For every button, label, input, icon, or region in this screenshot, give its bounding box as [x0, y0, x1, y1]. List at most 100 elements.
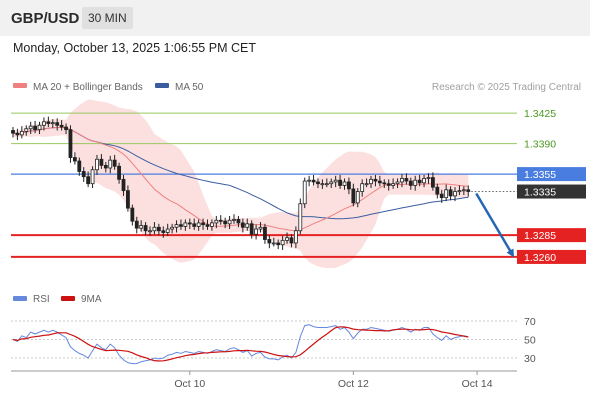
candle-body	[174, 224, 179, 228]
candle-body	[15, 132, 20, 136]
candle-body	[444, 189, 449, 199]
candle-body	[382, 182, 387, 185]
rsi-tick-label: 30	[524, 353, 536, 365]
candle-body	[267, 239, 272, 244]
candle-body	[50, 122, 55, 125]
candle-body	[72, 157, 77, 162]
candle-body	[108, 159, 113, 169]
candle-body	[42, 121, 46, 126]
candle-body	[112, 159, 117, 167]
candle-body	[311, 179, 316, 183]
forecast-arrow	[475, 192, 515, 258]
candle-body	[134, 220, 139, 229]
support-level-label: 1.3260	[524, 252, 556, 264]
candle-body	[466, 189, 471, 192]
candle-body	[86, 176, 91, 185]
time-axis-label: Oct 10	[174, 378, 205, 390]
candle-body	[148, 230, 152, 233]
candle-body	[373, 178, 378, 182]
candle-body	[236, 219, 241, 224]
candle-body	[413, 179, 418, 186]
rsi-legend: RSI 9MA	[13, 294, 102, 305]
candle-body	[64, 126, 68, 131]
candle-body	[355, 191, 360, 204]
candle-body	[430, 177, 435, 188]
candle-body	[307, 179, 312, 182]
candle-body	[351, 188, 356, 204]
candle-body	[130, 207, 135, 222]
candle-body	[408, 180, 413, 186]
candle-body	[435, 186, 440, 195]
time-axis: Oct 10 Oct 12 Oct 14	[11, 370, 517, 390]
candlesticks	[11, 116, 471, 250]
candle-body	[152, 226, 157, 232]
candle-body	[249, 223, 254, 235]
candle-body	[324, 183, 329, 186]
candle-body	[240, 222, 245, 228]
candle-body	[280, 239, 285, 246]
candle-body	[126, 190, 130, 209]
ma50-legend-swatch	[155, 83, 169, 88]
candle-body	[461, 189, 466, 192]
candle-body	[395, 181, 400, 185]
candle-body	[369, 178, 373, 185]
candle-body	[386, 183, 391, 186]
candle-body	[143, 225, 148, 232]
candle-body	[205, 224, 210, 227]
candle-body	[183, 222, 188, 227]
candle-body	[448, 189, 453, 197]
resistance-level-label: 1.3390	[524, 139, 556, 151]
candle-body	[457, 190, 462, 193]
candle-body	[338, 179, 342, 186]
candle-body	[209, 222, 214, 227]
candle-body	[156, 226, 161, 232]
price-legend: MA 20 + Bollinger Bands MA 50 Research ©…	[13, 82, 581, 93]
rsi-legend-swatch	[13, 296, 27, 301]
candle-body	[192, 223, 197, 227]
candle-body	[218, 219, 223, 222]
ma20-legend-label: MA 20 + Bollinger Bands	[33, 82, 143, 93]
candle-body	[391, 183, 396, 186]
candle-body	[333, 179, 338, 183]
candle-body	[55, 122, 60, 126]
candle-body	[360, 183, 365, 192]
candle-body	[400, 178, 404, 183]
candle-body	[285, 237, 289, 241]
candle-body	[254, 228, 259, 235]
candle-body	[170, 226, 175, 230]
candle-body	[161, 230, 166, 233]
candle-body	[404, 178, 409, 182]
candle-body	[37, 124, 42, 131]
candle-body	[329, 181, 334, 185]
support-level-tag	[517, 228, 586, 243]
rsi-ma-legend-swatch	[61, 296, 75, 301]
candle-body	[342, 181, 347, 186]
support-level-label: 1.3285	[524, 230, 556, 242]
candle-body	[139, 225, 144, 229]
candle-body	[227, 219, 232, 225]
candle-body	[95, 158, 99, 171]
candle-body	[165, 228, 170, 233]
support-level-tag	[517, 249, 586, 264]
bollinger-band-area	[13, 99, 469, 269]
candle-body	[439, 193, 444, 199]
candle-body	[316, 181, 320, 185]
rsi-ma-legend-label: 9MA	[81, 294, 102, 305]
current-level-label: 1.3335	[524, 187, 556, 199]
time-axis-label: Oct 14	[462, 378, 493, 390]
timeframe-badge[interactable]: 30 MIN	[82, 7, 133, 29]
candle-body	[121, 178, 126, 192]
resistance-level-label: 1.3425	[524, 108, 556, 120]
candle-body	[196, 222, 201, 227]
candle-body	[320, 183, 325, 186]
candle-body	[28, 125, 33, 130]
candle-body	[99, 158, 104, 166]
candle-body	[223, 220, 228, 225]
candle-body	[245, 223, 250, 228]
header-bar: GBP/USD 30 MIN	[0, 0, 590, 36]
time-axis-label: Oct 12	[338, 378, 369, 390]
candle-body	[59, 124, 64, 128]
candle-body	[90, 169, 95, 185]
current-level-tag	[517, 184, 586, 199]
candle-body	[298, 203, 303, 232]
